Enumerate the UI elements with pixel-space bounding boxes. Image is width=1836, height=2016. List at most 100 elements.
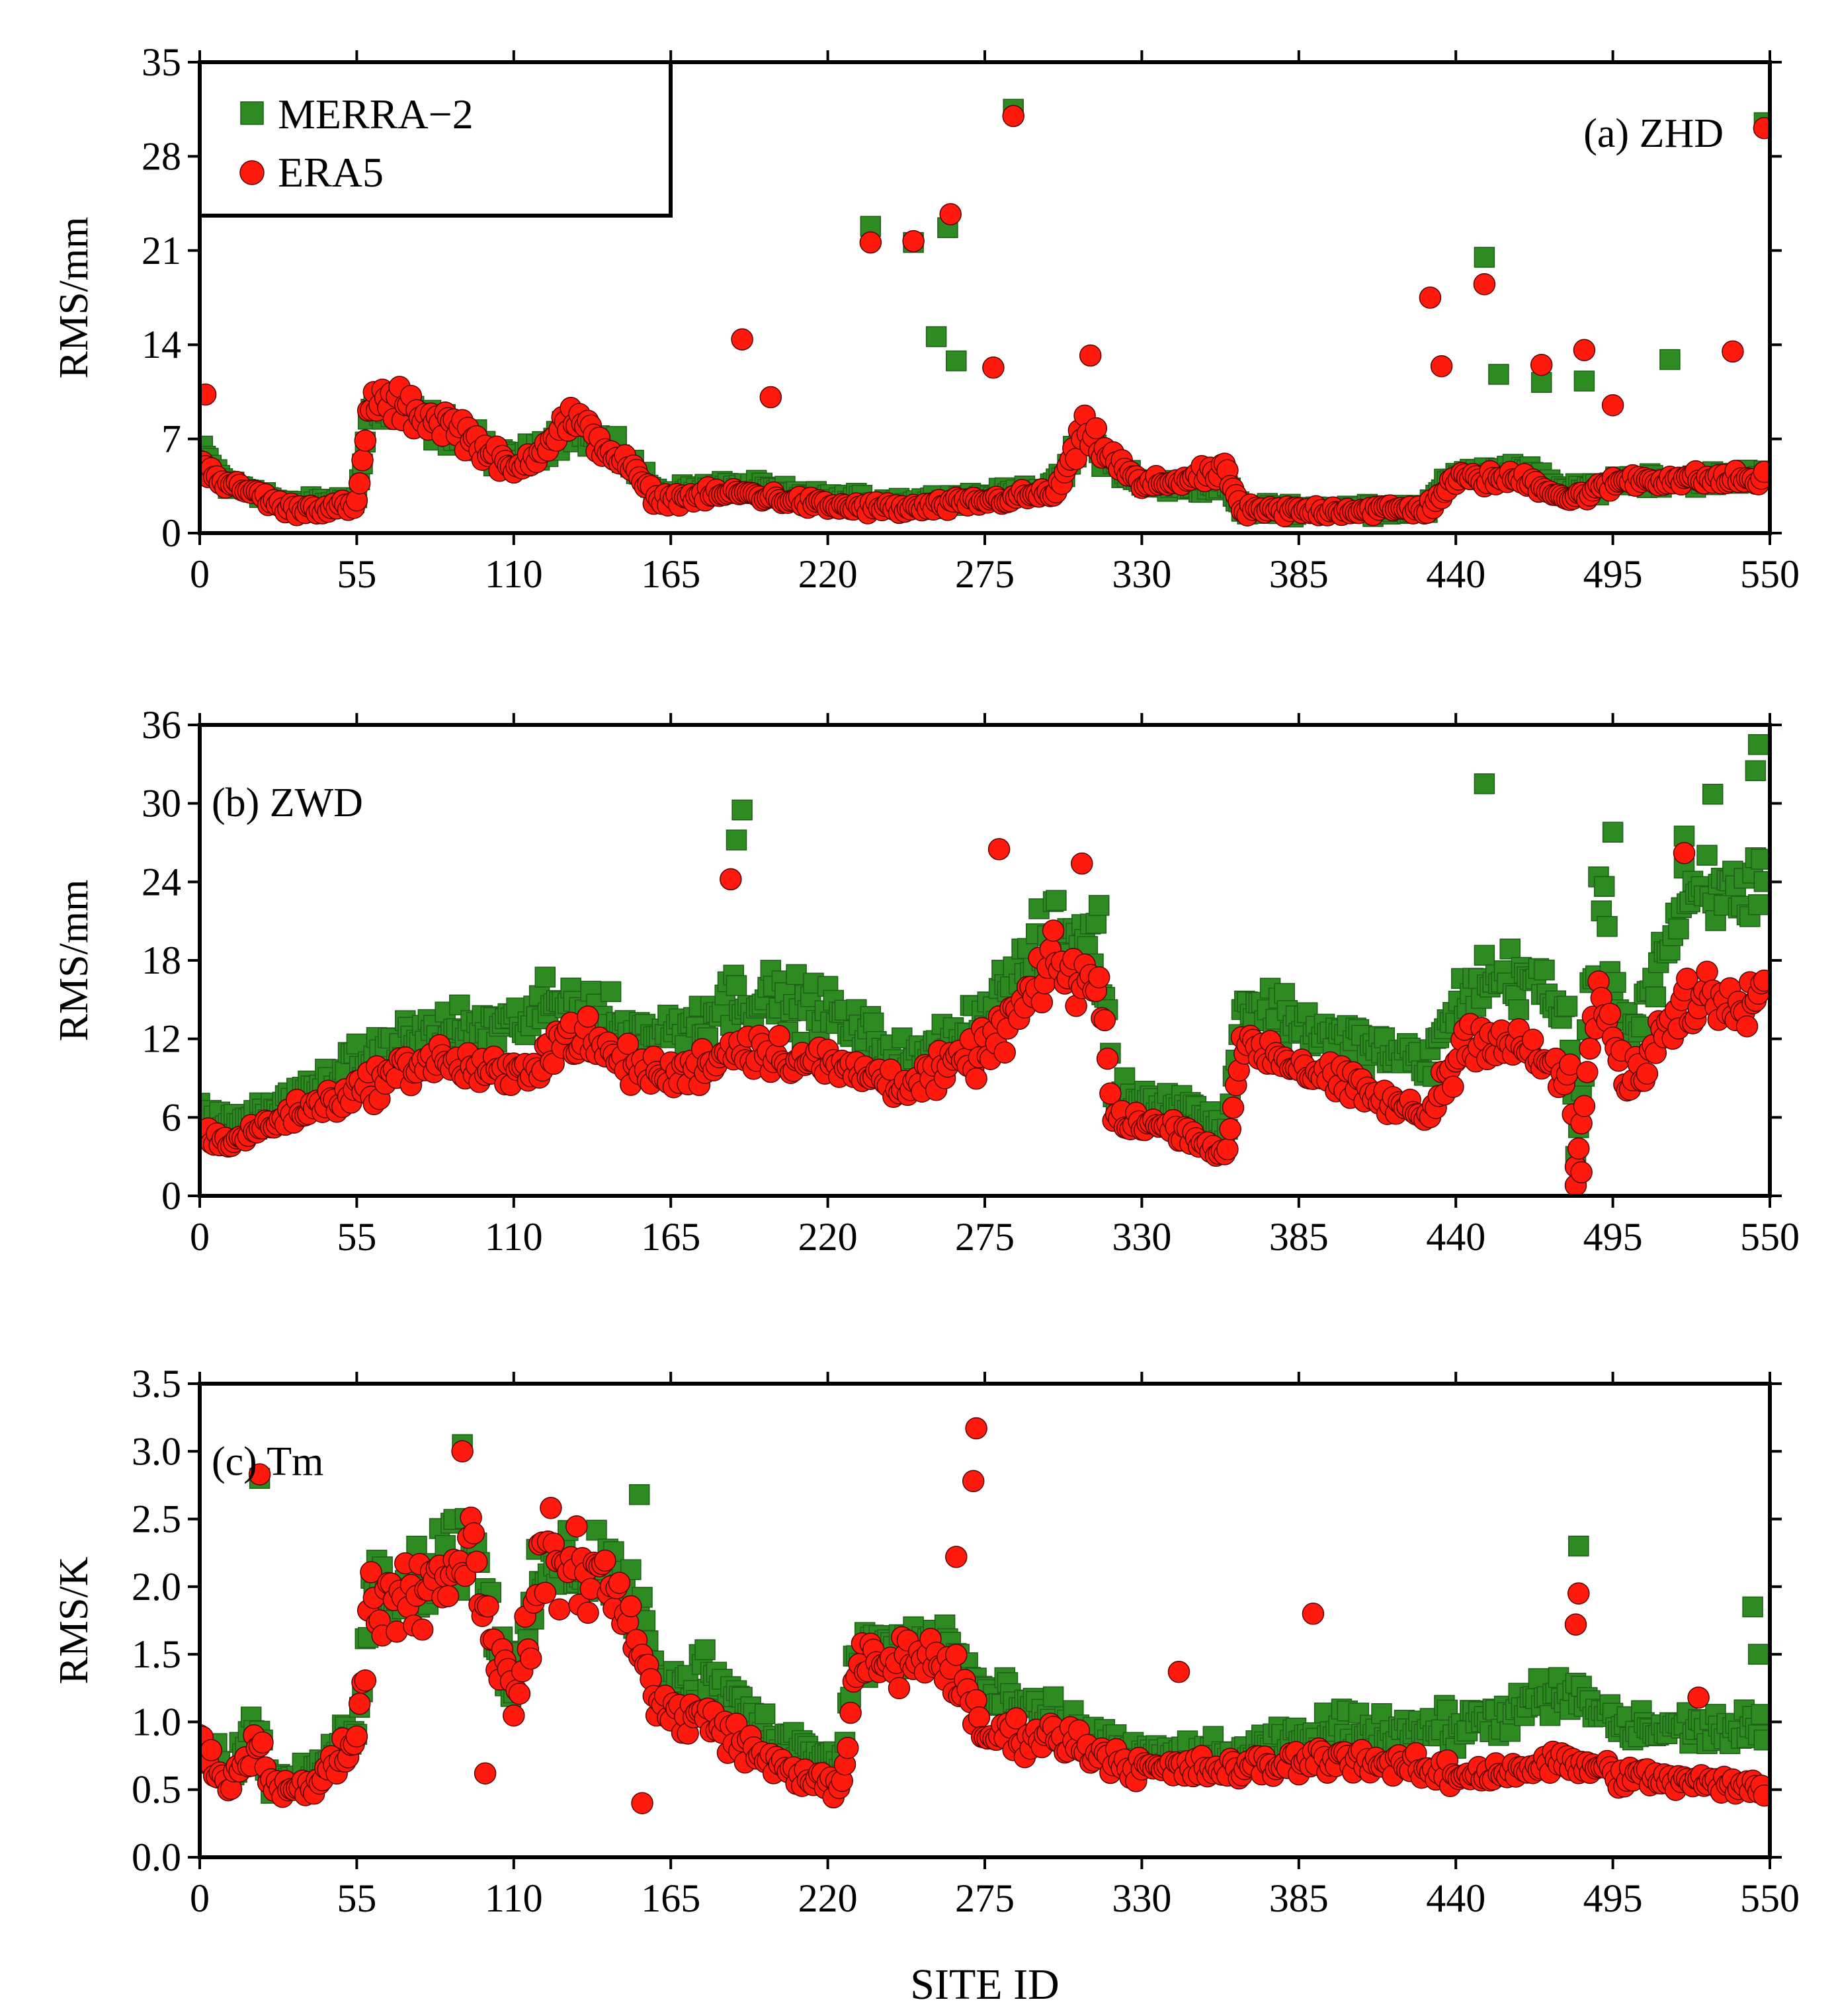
merra2-point <box>1696 845 1718 866</box>
era5-point <box>1473 273 1496 296</box>
era5-point <box>968 1706 991 1729</box>
merra2-point <box>946 350 967 372</box>
era5-point <box>962 1470 985 1493</box>
legend-box <box>198 60 673 218</box>
era5-point <box>1521 1029 1544 1051</box>
era5-point <box>768 1025 790 1048</box>
merra2-point <box>1488 364 1509 385</box>
merra2-point <box>1371 1703 1392 1724</box>
era5-point <box>411 1618 434 1641</box>
era5-point <box>1735 1015 1759 1038</box>
y-tick-label: 6 <box>161 1095 181 1139</box>
era5-point <box>1079 344 1102 367</box>
y-tick-label: 14 <box>142 323 181 366</box>
panel-label: (c) Tm <box>212 1439 323 1484</box>
y-tick-label: 30 <box>142 782 181 825</box>
era5-point <box>965 1417 987 1440</box>
era5-point <box>462 1522 485 1545</box>
merra2-point <box>1645 986 1667 1007</box>
x-tick-label: 440 <box>1426 1215 1485 1259</box>
merra2-point <box>1508 999 1529 1021</box>
era5-point <box>1085 417 1108 440</box>
y-tick-label: 2.0 <box>132 1565 181 1609</box>
era5-point <box>902 230 925 253</box>
merra2-point <box>586 1519 607 1541</box>
era5-point <box>354 429 377 452</box>
y-tick-label: 35 <box>142 40 181 84</box>
era5-point <box>1530 353 1553 376</box>
x-tick-label: 330 <box>1112 1215 1171 1259</box>
era5-point <box>503 1704 525 1727</box>
era5-point <box>1419 286 1442 309</box>
era5-point <box>837 1736 859 1759</box>
merra2-point <box>1702 784 1724 805</box>
era5-point <box>345 1725 368 1748</box>
era5-point <box>1030 991 1054 1014</box>
x-tick-label: 495 <box>1583 1876 1643 1920</box>
merra2-point <box>1568 1535 1589 1557</box>
x-tick-label: 385 <box>1269 1876 1329 1920</box>
merra2-point <box>1745 760 1767 781</box>
era5-point <box>351 449 374 472</box>
y-tick-label: 1.0 <box>132 1700 181 1743</box>
data-points <box>200 1417 1770 1814</box>
merra2-point <box>925 326 947 347</box>
merra2-point <box>1046 890 1067 911</box>
era5-point <box>965 1068 987 1090</box>
merra2-point <box>1751 1704 1770 1725</box>
era5-point <box>1579 1037 1601 1060</box>
y-tick-label: 1.5 <box>132 1632 181 1676</box>
y-axis-title: RMS/mm <box>52 217 97 379</box>
panel-tm: 0 55 110 165 220 275 330 385 440 495 550 0.0 0.5 1.0 1… <box>52 1362 1800 1920</box>
panel-label: (a) ZHD <box>1583 111 1724 156</box>
era5-point <box>200 383 217 406</box>
era5-point <box>859 231 882 254</box>
era5-point <box>631 1792 653 1814</box>
era5-point <box>1696 960 1718 984</box>
era5-point <box>1096 1047 1119 1070</box>
legend-merra2-label: MERRA−2 <box>278 91 474 138</box>
merra2-point <box>628 1484 650 1505</box>
y-tick-label: 28 <box>142 134 181 178</box>
merra2-point <box>1602 821 1624 843</box>
x-tick-label: 165 <box>641 1876 700 1920</box>
x-tick-label: 55 <box>337 1876 376 1920</box>
era5-point <box>594 1549 616 1572</box>
legend: MERRA−2 ERA5 <box>198 60 673 218</box>
merra2-point <box>726 829 747 851</box>
era5-point <box>200 1739 223 1761</box>
era5-point <box>474 1762 497 1785</box>
era5-point <box>1753 460 1770 483</box>
era5-point <box>1567 1137 1590 1160</box>
merra2-point <box>449 994 470 1016</box>
merra2-point <box>1085 913 1107 934</box>
panel-label: (b) ZWD <box>212 780 363 825</box>
x-tick-label: 550 <box>1740 552 1800 596</box>
era5-point <box>354 1669 377 1692</box>
era5-point <box>608 1572 631 1594</box>
era5-point <box>945 1644 968 1666</box>
era5-point <box>1071 852 1093 875</box>
merra2-point <box>1437 1699 1458 1721</box>
y-tick-label: 0 <box>161 1174 181 1218</box>
merra2-point <box>862 1012 884 1034</box>
era5-point <box>1636 1062 1659 1085</box>
merra2-point <box>1747 894 1769 915</box>
era5-point <box>1687 1686 1710 1709</box>
merra2-point <box>1499 939 1521 960</box>
era5-point <box>616 1032 640 1055</box>
x-tick-label: 220 <box>798 1876 858 1920</box>
era5-point <box>1093 1009 1116 1032</box>
merra2-point <box>1042 1686 1064 1708</box>
era5-point <box>1167 1660 1190 1683</box>
era5-point <box>508 1682 531 1705</box>
x-tick-label: 0 <box>190 1215 210 1259</box>
era5-point <box>248 1463 271 1486</box>
plot-frame <box>198 1382 1772 1859</box>
era5-point <box>939 203 962 226</box>
merra2-point <box>1573 370 1595 392</box>
y-tick-label: 3.5 <box>132 1362 181 1406</box>
era5-point <box>1042 919 1065 942</box>
merra2-point <box>346 1033 368 1055</box>
